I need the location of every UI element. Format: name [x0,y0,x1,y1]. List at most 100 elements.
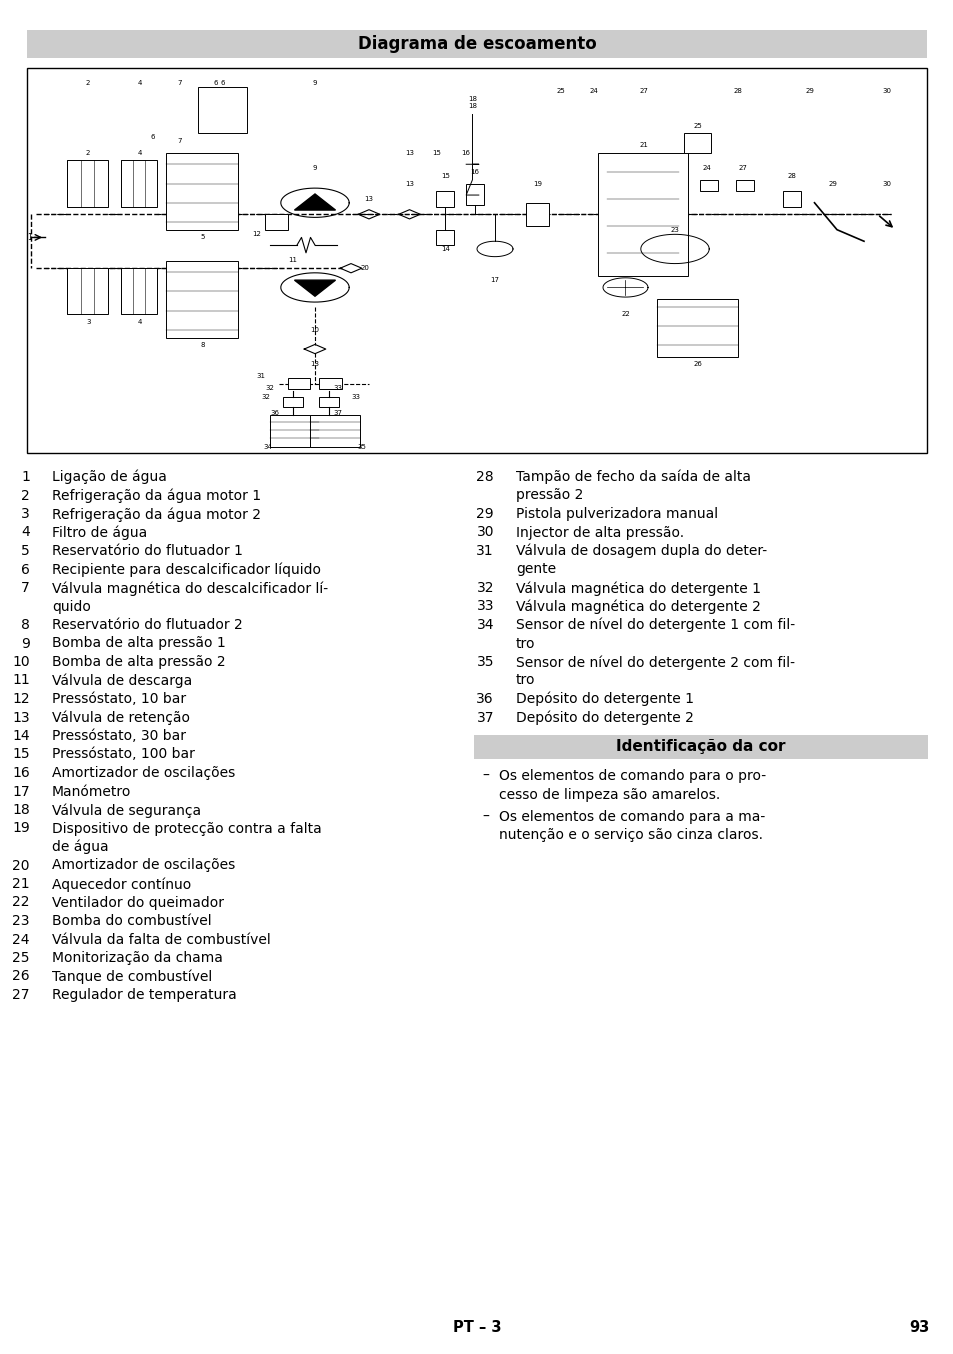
Text: 8: 8 [200,343,205,348]
Bar [265,214,288,230]
Text: Bomba do combustível: Bomba do combustível [52,914,212,927]
Text: 35: 35 [476,655,494,669]
Text: 16: 16 [12,766,30,780]
Text: 30: 30 [476,525,494,539]
Text: Diagrama de escoamento: Diagrama de escoamento [357,35,596,53]
Bar [310,414,359,447]
Text: Ventilador do queimador: Ventilador do queimador [52,895,224,910]
Text: gente: gente [516,562,556,577]
Text: Refrigeração da água motor 2: Refrigeração da água motor 2 [52,506,261,521]
Text: 14: 14 [12,728,30,743]
Text: 29: 29 [476,506,494,521]
Bar [319,378,341,390]
Text: –: – [481,769,488,783]
Text: Pistola pulverizadora manual: Pistola pulverizadora manual [516,506,718,521]
Text: 23: 23 [670,226,679,233]
Text: 19: 19 [12,822,30,835]
Text: 36: 36 [270,409,278,416]
Text: 2: 2 [86,150,91,156]
Text: Válvula de descarga: Válvula de descarga [52,673,193,688]
Text: 15: 15 [12,747,30,761]
Text: 31: 31 [476,544,494,558]
Text: 9: 9 [21,636,30,650]
Text: 27: 27 [12,988,30,1002]
Text: 30: 30 [882,180,890,187]
Bar [68,268,108,314]
Polygon shape [294,280,335,297]
Bar [526,203,548,226]
Text: 6: 6 [21,562,30,577]
Bar [121,268,157,314]
Text: Identificação da cor: Identificação da cor [616,739,785,754]
Text: 4: 4 [137,150,142,156]
Text: Depósito do detergente 2: Depósito do detergente 2 [516,711,693,724]
Text: 18: 18 [468,103,476,110]
Text: 10: 10 [12,655,30,669]
Text: 28: 28 [787,173,796,179]
Text: 24: 24 [701,165,710,171]
Text: 5: 5 [21,544,30,558]
Text: 10: 10 [310,326,319,333]
Text: 25: 25 [12,951,30,965]
Text: 11: 11 [12,673,30,688]
Bar [68,160,108,207]
Bar [27,68,926,454]
Text: 36: 36 [476,692,494,705]
Text: 29: 29 [827,180,836,187]
Bar [736,180,754,191]
Text: Depósito do detergente 1: Depósito do detergente 1 [516,692,693,707]
Text: Reservatório do flutuador 1: Reservatório do flutuador 1 [52,544,243,558]
Text: 21: 21 [639,142,647,148]
Text: Ligação de água: Ligação de água [52,470,167,485]
Text: 6: 6 [151,134,155,141]
Text: 1: 1 [21,470,30,483]
Text: PT – 3: PT – 3 [453,1320,500,1335]
Text: Pressóstato, 10 bar: Pressóstato, 10 bar [52,692,186,705]
Text: 19: 19 [532,180,541,187]
Bar [167,153,238,230]
Text: 14: 14 [440,246,450,252]
Bar [436,191,454,207]
Text: 35: 35 [357,444,366,451]
Text: 37: 37 [333,409,341,416]
Text: 24: 24 [12,933,30,946]
Text: 34: 34 [476,617,494,632]
Bar [657,299,738,356]
Text: Pressóstato, 100 bar: Pressóstato, 100 bar [52,747,194,761]
Text: 13: 13 [405,150,414,156]
Bar [319,397,339,406]
Bar [283,397,303,406]
Text: Válvula magnética do detergente 2: Válvula magnética do detergente 2 [516,600,760,613]
Text: Pressóstato, 30 bar: Pressóstato, 30 bar [52,728,186,743]
Text: 31: 31 [256,372,265,379]
Text: 18: 18 [468,96,476,102]
Text: 33: 33 [351,394,359,401]
Text: 27: 27 [738,165,746,171]
Text: 25: 25 [556,88,564,93]
Text: Bomba de alta pressão 2: Bomba de alta pressão 2 [52,655,226,669]
Text: Reservatório do flutuador 2: Reservatório do flutuador 2 [52,617,242,632]
Bar [288,378,310,390]
Text: Regulador de temperatura: Regulador de temperatura [52,988,236,1002]
Text: 6: 6 [220,80,224,87]
Text: Válvula de segurança: Válvula de segurança [52,803,201,818]
Text: Sensor de nível do detergente 2 com fil-: Sensor de nível do detergente 2 com fil- [516,655,794,669]
Text: 21: 21 [12,877,30,891]
Text: 37: 37 [476,711,494,724]
Text: 93: 93 [909,1320,929,1335]
Text: 28: 28 [733,88,741,93]
Text: 8: 8 [21,617,30,632]
Text: 15: 15 [432,150,440,156]
Text: 7: 7 [177,80,182,87]
Bar [700,180,718,191]
Text: 33: 33 [476,600,494,613]
Text: 32: 32 [265,385,274,390]
Text: 34: 34 [263,444,273,451]
Text: 13: 13 [12,711,30,724]
Text: 18: 18 [12,803,30,816]
Text: Bomba de alta pressão 1: Bomba de alta pressão 1 [52,636,226,650]
Text: Válvula de retenção: Válvula de retenção [52,711,190,724]
Text: 13: 13 [310,362,319,367]
Polygon shape [294,194,335,210]
Text: 9: 9 [313,165,317,171]
